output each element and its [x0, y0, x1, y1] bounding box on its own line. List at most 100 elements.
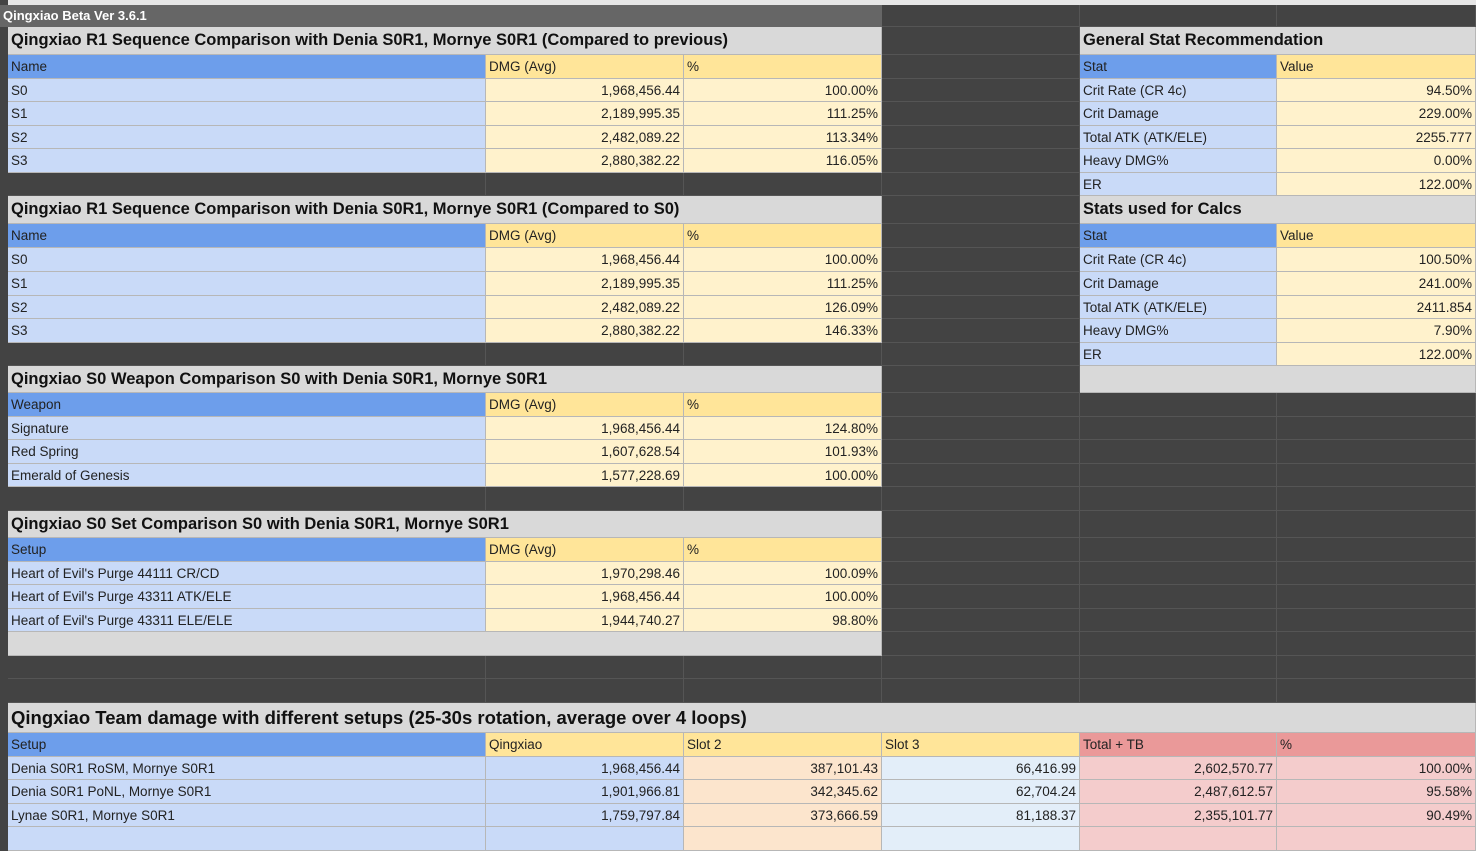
cell: S0	[8, 79, 486, 102]
cell: Heavy DMG%	[1080, 149, 1277, 173]
cell: 100.00%	[684, 464, 882, 487]
cell: 2,189,995.35	[486, 272, 684, 296]
column-header: Setup	[8, 733, 486, 757]
empty-cell	[8, 679, 486, 703]
column-header: Setup	[8, 538, 486, 562]
section-title: Qingxiao S0 Set Comparison S0 with Denia…	[8, 511, 882, 538]
section-title: Qingxiao Team damage with different setu…	[8, 703, 1476, 733]
empty-cell	[1277, 464, 1476, 487]
empty-cell	[8, 173, 486, 196]
empty-cell	[1277, 679, 1476, 703]
empty-cell	[882, 464, 1080, 487]
cell: S2	[8, 126, 486, 149]
cell: 1,944,740.27	[486, 609, 684, 632]
cell: Heavy DMG%	[1080, 319, 1277, 343]
empty-cell	[486, 679, 684, 703]
empty-cell	[882, 27, 1080, 55]
empty-cell	[882, 440, 1080, 464]
empty-cell	[882, 55, 1080, 79]
cell: 113.34%	[684, 126, 882, 149]
empty-cell	[1080, 632, 1277, 656]
empty-cell	[882, 393, 1080, 417]
cell: S3	[8, 319, 486, 343]
empty-cell	[1080, 366, 1476, 393]
cell: 100.00%	[684, 585, 882, 609]
cell: 342,345.62	[684, 780, 882, 804]
column-header: %	[684, 224, 882, 248]
cell: 0.00%	[1277, 149, 1476, 173]
column-header: DMG (Avg)	[486, 55, 684, 79]
empty-cell	[684, 679, 882, 703]
empty-cell	[882, 366, 1080, 393]
empty-cell	[882, 511, 1080, 538]
empty-cell	[1277, 656, 1476, 679]
column-header: DMG (Avg)	[486, 393, 684, 417]
cell: ER	[1080, 343, 1277, 366]
column-header: %	[684, 538, 882, 562]
empty-cell	[882, 538, 1080, 562]
cell: 122.00%	[1277, 173, 1476, 196]
title-bar: Qingxiao Beta Ver 3.6.1	[0, 5, 882, 27]
cell: 1,968,456.44	[486, 585, 684, 609]
empty-cell	[882, 632, 1080, 656]
cell: S0	[8, 248, 486, 272]
column-header: Name	[8, 55, 486, 79]
empty-cell	[882, 126, 1080, 149]
cell: 95.58%	[1277, 780, 1476, 804]
empty-cell	[882, 196, 1080, 224]
column-header: Stat	[1080, 224, 1277, 248]
column-header: Total + TB	[1080, 733, 1277, 757]
empty-cell	[486, 487, 684, 511]
column-header: Qingxiao	[486, 733, 684, 757]
cell: Lynae S0R1, Mornye S0R1	[8, 804, 486, 827]
empty-cell	[486, 656, 684, 679]
empty-cell	[1277, 632, 1476, 656]
cell: S1	[8, 272, 486, 296]
cell: 1,968,456.44	[486, 79, 684, 102]
cell: Red Spring	[8, 440, 486, 464]
empty-cell	[684, 827, 882, 851]
frame	[0, 0, 8, 837]
empty-cell	[882, 296, 1080, 319]
cell: Total ATK (ATK/ELE)	[1080, 126, 1277, 149]
cell: 2,880,382.22	[486, 149, 684, 173]
empty-cell	[882, 679, 1080, 703]
column-header: %	[684, 393, 882, 417]
cell: 2411.854	[1277, 296, 1476, 319]
empty-cell	[1277, 538, 1476, 562]
cell: S3	[8, 149, 486, 173]
cell: 1,970,298.46	[486, 562, 684, 585]
cell: 7.90%	[1277, 319, 1476, 343]
cell: 1,968,456.44	[486, 417, 684, 440]
empty-cell	[8, 487, 486, 511]
empty-cell	[882, 609, 1080, 632]
section-title: Qingxiao R1 Sequence Comparison with Den…	[8, 196, 882, 224]
empty-cell	[882, 248, 1080, 272]
cell: 100.00%	[684, 248, 882, 272]
empty-cell	[1277, 487, 1476, 511]
empty-cell	[1277, 827, 1476, 851]
column-header: Weapon	[8, 393, 486, 417]
cell: 101.93%	[684, 440, 882, 464]
section-title: Qingxiao R1 Sequence Comparison with Den…	[8, 27, 882, 55]
empty-cell	[882, 343, 1080, 366]
empty-cell	[882, 173, 1080, 196]
empty-cell	[1080, 562, 1277, 585]
empty-cell	[882, 827, 1080, 851]
empty-cell	[882, 487, 1080, 511]
cell: 94.50%	[1277, 79, 1476, 102]
empty-cell	[1277, 5, 1476, 27]
cell: 241.00%	[1277, 272, 1476, 296]
column-header: Slot 2	[684, 733, 882, 757]
empty-cell	[882, 102, 1080, 126]
cell: 2,189,995.35	[486, 102, 684, 126]
empty-cell	[882, 562, 1080, 585]
empty-cell	[8, 827, 486, 851]
cell: 2,482,089.22	[486, 126, 684, 149]
cell: Signature	[8, 417, 486, 440]
cell: Crit Damage	[1080, 272, 1277, 296]
empty-cell	[1277, 440, 1476, 464]
section-title: Qingxiao S0 Weapon Comparison S0 with De…	[8, 366, 882, 393]
empty-cell	[1277, 417, 1476, 440]
